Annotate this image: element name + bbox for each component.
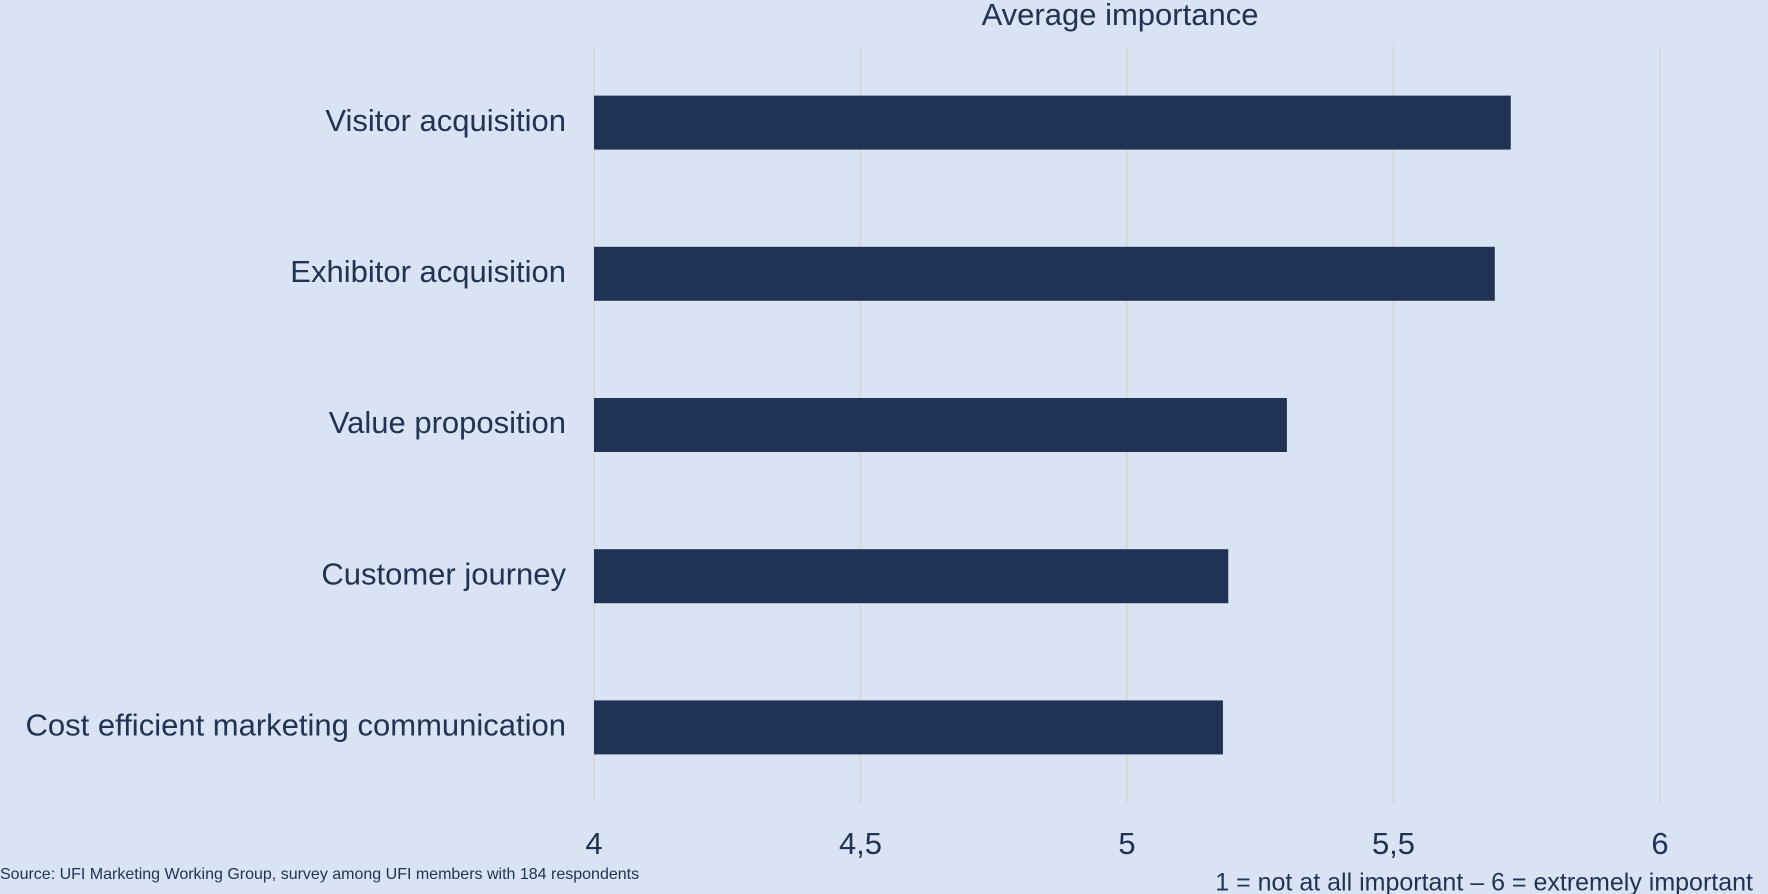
- bar: [594, 95, 1511, 150]
- axis-title: Average importance: [982, 0, 1259, 32]
- x-tick-label: 4,5: [839, 826, 882, 861]
- x-tick-label: 4: [585, 826, 602, 861]
- y-tick-label: Cost efficient marketing communication: [26, 708, 566, 743]
- x-tick-label: 6: [1651, 826, 1668, 861]
- bar: [594, 549, 1229, 604]
- x-tick-label: 5: [1118, 826, 1135, 861]
- y-tick-label: Exhibitor acquisition: [290, 254, 566, 289]
- y-tick-label: Value proposition: [329, 405, 566, 440]
- source-note: Source: UFI Marketing Working Group, sur…: [0, 866, 639, 883]
- scale-note: 1 = not at all important – 6 = extremely…: [1215, 869, 1753, 894]
- y-tick-label: Customer journey: [321, 556, 566, 591]
- y-tick-label: Visitor acquisition: [325, 103, 566, 138]
- bar: [594, 246, 1495, 301]
- x-tick-label: 5,5: [1372, 826, 1415, 861]
- bar: [594, 700, 1223, 755]
- bar: [594, 398, 1287, 452]
